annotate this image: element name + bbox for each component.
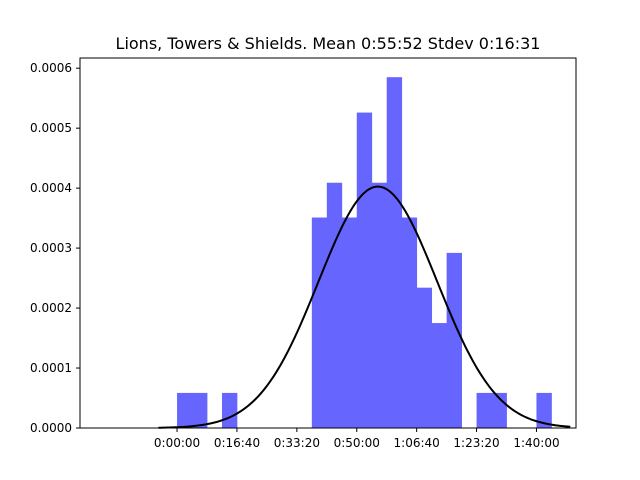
histogram-bar-6 <box>356 112 373 429</box>
histogram-bar-11 <box>431 323 448 428</box>
x-tick-label-3: 0:50:00 <box>334 436 380 450</box>
histogram-bar-10 <box>416 287 433 428</box>
x-tick-label-4: 1:06:40 <box>394 436 440 450</box>
x-tick-label-6: 1:40:00 <box>513 436 559 450</box>
histogram-bar-1 <box>192 392 208 428</box>
normal-fit-curve <box>158 185 571 429</box>
plot-frame <box>79 57 577 429</box>
histogram-bar-4 <box>326 182 343 428</box>
y-tick-label-1: 0.0001 <box>30 361 72 375</box>
histogram-bar-0 <box>177 392 193 428</box>
chart-title: Lions, Towers & Shields. Mean 0:55:52 St… <box>116 34 541 53</box>
histogram-bar-3 <box>311 217 328 428</box>
histogram-bar-9 <box>401 217 418 428</box>
histogram-bar-2 <box>221 392 238 428</box>
x-tick-label-0: 0:00:00 <box>154 436 200 450</box>
histogram-bar-15 <box>536 392 552 428</box>
histogram-bar-8 <box>386 77 403 428</box>
histogram-bar-13 <box>476 392 492 428</box>
y-tick-label-4: 0.0004 <box>30 181 72 195</box>
y-axis: 0.0000 0.0001 0.0002 0.0003 0.0004 0.0005 0.00… <box>30 61 80 435</box>
histogram-bar-12 <box>446 252 462 428</box>
x-tick-label-1: 0:16:40 <box>214 436 260 450</box>
histogram-bars <box>177 77 552 429</box>
x-tick-label-5: 1:23:20 <box>453 436 499 450</box>
histogram-bar-5 <box>341 217 358 428</box>
y-tick-label-5: 0.0005 <box>30 121 72 135</box>
y-tick-label-0: 0.0000 <box>30 421 72 435</box>
y-tick-label-3: 0.0003 <box>30 241 72 255</box>
x-axis: 0:00:00 0:16:40 0:33:20 0:50:00 1:06:40 1:23:… <box>154 428 560 450</box>
x-tick-label-2: 0:33:20 <box>274 436 320 450</box>
y-tick-label-2: 0.0002 <box>30 301 72 315</box>
y-tick-label-6: 0.0006 <box>30 61 72 75</box>
histogram-bar-7 <box>371 182 388 428</box>
